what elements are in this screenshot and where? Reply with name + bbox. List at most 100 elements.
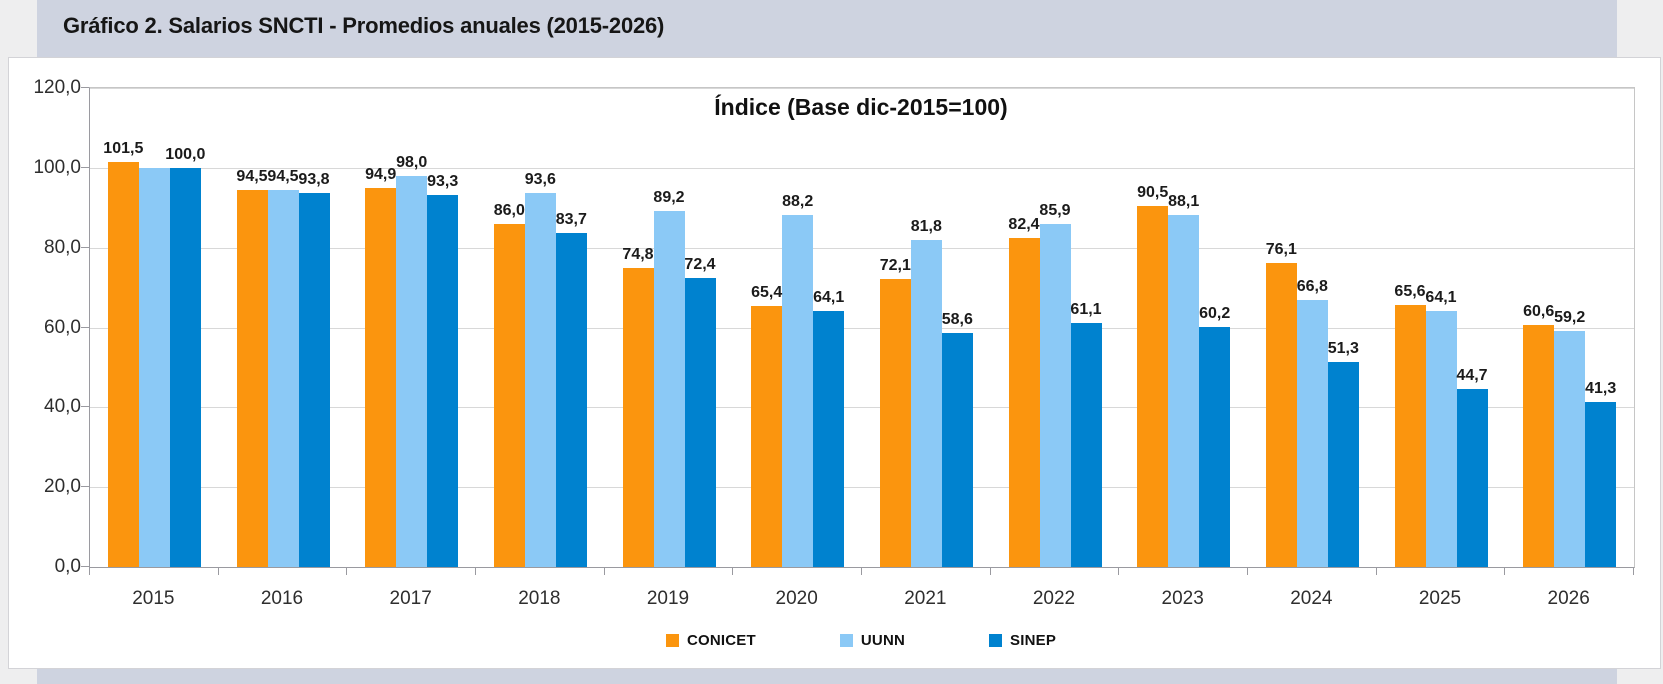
bar-sinep [684,278,716,567]
y-tick-mark [81,326,89,328]
bar-sinep [1070,323,1102,567]
bar-conicet [1137,205,1169,567]
bar-value-label: 44,7 [1456,366,1488,384]
y-tick-mark [81,566,89,567]
gridline [90,327,1634,329]
x-tick-mark [475,567,476,575]
bar-uunn [653,210,685,567]
x-category-label: 2022 [1032,588,1076,609]
bar-value-label: 86,0 [493,201,525,219]
bar-uunn [138,167,170,567]
bar-conicet [236,189,268,567]
bar-sinep [555,232,587,567]
bar-value-label: 100,0 [165,145,206,163]
bar-uunn [267,189,299,567]
x-tick-mark [989,567,991,575]
legend-item-sinep: SINEP [989,632,1056,649]
x-tick-mark [1375,567,1377,575]
bar-sinep [941,333,973,567]
x-tick-mark [1504,567,1506,575]
y-tick-mark [81,166,89,168]
y-tick-label: 100,0 [33,156,81,178]
bar-uunn [910,240,942,567]
bar-conicet [1265,263,1297,567]
bar-value-label: 58,6 [941,311,973,329]
x-category-label: 2016 [260,588,304,609]
x-tick-mark [732,567,734,575]
x-category-label: 2024 [1290,588,1333,609]
y-tick-label: 120,0 [33,77,81,98]
y-tick-label: 40,0 [44,396,81,418]
chart-title: Índice (Base dic-2015=100) [714,94,1008,120]
bar-value-label: 93,3 [427,172,459,190]
gridline [90,407,1634,409]
bar-value-label: 89,2 [653,188,685,206]
gridline [90,88,1634,89]
bar-value-label: 93,8 [298,170,330,188]
legend-swatch-icon [665,634,679,647]
bar-conicet [751,305,783,567]
bar-value-label: 61,1 [1070,301,1102,319]
bar-value-label: 41,3 [1585,380,1617,398]
bar-conicet [493,223,525,567]
bar-value-label: 60,2 [1199,304,1231,322]
page-title: Gráfico 2. Salarios SNCTI - Promedios an… [63,13,665,38]
y-tick-label: 0,0 [54,556,81,577]
bar-value-label: 66,8 [1296,278,1328,296]
y-tick-mark [81,486,89,488]
gridline [90,487,1634,489]
x-category-label: 2021 [904,588,947,609]
bar-conicet [879,279,911,567]
chart-box: Índice (Base dic-2015=100) 101,5 94,5 94,9… [8,57,1661,669]
bar-value-label: 94,5 [267,167,299,185]
bar-sinep [1199,326,1231,567]
plot-area: 101,5 94,5 94,9 86,0 74,8 65,4 72,1 82,4 90,5 76,… [89,87,1635,568]
legend-swatch-icon [839,634,853,647]
bar-sinep [1585,402,1617,567]
x-category-label: 2026 [1547,588,1590,609]
bar-sinep [1456,388,1488,567]
x-category-label: 2015 [132,588,175,609]
bar-sinep [427,194,459,567]
bar-conicet [1008,238,1040,567]
bar-value-label: 72,1 [879,257,911,275]
bar-value-label: 64,1 [1425,289,1457,307]
legend-label: UUNN [860,632,906,649]
bar-value-label: 59,2 [1554,308,1586,326]
bar-value-label: 83,7 [555,210,587,228]
bar-conicet [107,161,139,567]
bar-uunn [1168,215,1200,567]
bar-value-label: 88,1 [1168,193,1200,211]
bar-sinep [169,167,201,567]
bar-value-label: 82,4 [1008,216,1040,234]
bar-value-label: 88,2 [782,192,814,210]
bar-sinep [298,192,330,567]
bar-value-label: 76,1 [1265,241,1297,259]
x-tick-mark [603,567,605,575]
legend-item-uunn: UUNN [839,632,906,649]
y-tick-label: 20,0 [44,476,81,498]
bar-sinep [813,311,845,567]
bar-conicet [365,188,397,567]
x-category-label: 2020 [775,588,818,609]
x-category-label: 2017 [389,588,432,609]
y-tick-label: 80,0 [44,236,81,258]
bar-uunn [396,175,428,567]
x-tick-mark [1118,567,1120,575]
bar-uunn [1425,311,1457,567]
y-tick-mark [81,87,89,88]
bar-value-label: 90,5 [1137,183,1169,201]
gridline [90,247,1634,249]
bar-value-label: 74,8 [622,246,654,264]
legend-label: CONICET [686,632,756,649]
bar-value-label: 60,6 [1523,303,1555,321]
y-tick-mark [81,406,89,408]
x-category-label: 2023 [1161,588,1204,609]
x-tick-mark [1633,567,1634,575]
bar-value-label: 64,1 [813,289,845,307]
bar-conicet [1394,305,1426,567]
bar-value-label: 65,6 [1394,283,1426,301]
x-category-label: 2025 [1418,588,1462,609]
bar-conicet [622,268,654,567]
